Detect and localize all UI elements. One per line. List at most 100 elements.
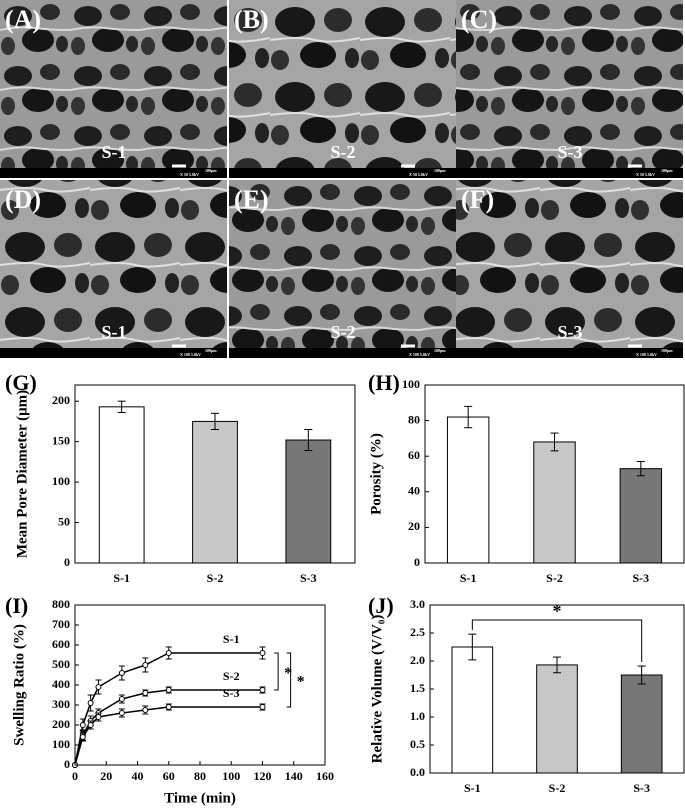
- x-tick-label: S-2: [207, 571, 224, 585]
- panel-label: (H): [368, 370, 400, 395]
- scale-label: 100μm: [434, 348, 446, 353]
- series-line: [74, 706, 263, 766]
- bar: [619, 468, 663, 564]
- marker: [95, 714, 102, 720]
- x-axis-label: Time (min): [164, 790, 236, 806]
- y-tick-label: 300: [52, 697, 70, 711]
- y-tick-label: 2.5: [410, 625, 425, 639]
- info-strip: [456, 348, 683, 358]
- x-tick-label: S-1: [113, 571, 130, 585]
- y-tick-label: 200: [52, 393, 70, 407]
- y-tick-label: 1.5: [410, 681, 425, 695]
- scale-label: 100μm: [205, 348, 217, 353]
- bar: [285, 439, 332, 564]
- marker: [165, 650, 172, 656]
- y-tick-label: 0.0: [410, 765, 425, 779]
- significance-mark: *: [553, 601, 562, 621]
- y-tick-label: 0.5: [410, 737, 425, 751]
- series-label: S-2: [223, 669, 240, 683]
- significance-bracket: [286, 652, 292, 708]
- marker: [95, 684, 102, 690]
- marker: [87, 700, 94, 706]
- marker: [87, 722, 94, 728]
- x-tick-label: S-3: [633, 781, 650, 795]
- sample-label: S-3: [558, 322, 583, 342]
- image-info: X 50 5.0kV: [409, 172, 428, 177]
- panel-label: (A): [5, 5, 41, 34]
- y-tick-label: 100: [52, 474, 70, 488]
- x-tick-label: 20: [100, 769, 112, 783]
- info-strip: [0, 348, 227, 358]
- sem-image: [229, 0, 456, 178]
- image-info: X 50 5.0kV: [636, 172, 655, 177]
- x-tick-label: 60: [163, 769, 175, 783]
- image-info: X 100 5.0kV: [409, 352, 430, 357]
- marker: [79, 722, 86, 728]
- x-tick-label: S-3: [632, 571, 649, 585]
- bar: [192, 420, 238, 564]
- panel-label: (G): [5, 370, 37, 395]
- y-tick-label: 800: [52, 597, 70, 611]
- y-tick-label: 400: [52, 677, 70, 691]
- image-info: X 100 5.0kV: [636, 352, 657, 357]
- y-tick-label: 50: [58, 514, 70, 528]
- info-strip: [229, 348, 456, 358]
- y-tick-label: 0: [64, 757, 70, 771]
- panel-label: (B): [234, 5, 269, 34]
- x-tick-label: 80: [194, 769, 206, 783]
- image-info: X 50 5.0kV: [180, 172, 199, 177]
- y-tick-label: 1.0: [410, 709, 425, 723]
- sem-image: [456, 180, 683, 358]
- info-strip: [229, 168, 456, 178]
- sample-label: S-1: [102, 322, 127, 342]
- y-tick-label: 200: [52, 717, 70, 731]
- y-tick-label: 40: [408, 484, 420, 498]
- axes-frame: [424, 384, 685, 564]
- series-line: [74, 689, 263, 766]
- marker: [118, 710, 125, 716]
- y-tick-label: 0: [414, 555, 420, 569]
- y-tick-label: 20: [408, 519, 420, 533]
- scale-label: 100μm: [434, 168, 446, 173]
- bar: [620, 674, 663, 774]
- marker: [142, 707, 149, 713]
- y-tick-label: 80: [408, 412, 420, 426]
- sem-image: [456, 0, 683, 178]
- x-tick-label: 40: [132, 769, 144, 783]
- scale-label: 100μm: [661, 168, 673, 173]
- y-tick-label: 600: [52, 637, 70, 651]
- marker: [259, 704, 266, 710]
- scale-label: 100μm: [661, 348, 673, 353]
- sem-image: [229, 180, 456, 358]
- sem-image: [0, 180, 227, 358]
- significance-mark: *: [284, 665, 292, 682]
- significance-bracket: [274, 652, 279, 691]
- marker: [142, 662, 149, 668]
- image-info: X 100 5.0kV: [180, 352, 201, 357]
- significance-bracket: [471, 619, 643, 663]
- marker: [118, 696, 125, 702]
- marker: [79, 734, 86, 740]
- panel-label: (C): [461, 5, 497, 34]
- bar: [451, 646, 494, 774]
- x-tick-label: 100: [222, 769, 240, 783]
- bar: [536, 664, 578, 774]
- y-tick-label: 700: [52, 617, 70, 631]
- sem-image: [0, 0, 227, 178]
- panel-label: (D): [5, 185, 41, 214]
- x-tick-label: S-1: [460, 571, 477, 585]
- x-tick-label: 160: [316, 769, 334, 783]
- sample-label: S-2: [331, 142, 356, 162]
- y-tick-label: 3.0: [410, 597, 425, 611]
- y-tick-label: 2.0: [410, 653, 425, 667]
- sample-label: S-3: [558, 142, 583, 162]
- x-tick-label: S-2: [549, 781, 566, 795]
- y-axis-label: Relative Volume (V/V₀): [369, 615, 385, 764]
- panel-label: (F): [461, 185, 494, 214]
- y-tick-label: 100: [402, 377, 420, 391]
- x-tick-label: 0: [72, 769, 78, 783]
- marker: [165, 687, 172, 693]
- y-tick-label: 100: [52, 737, 70, 751]
- x-tick-label: S-1: [464, 781, 481, 795]
